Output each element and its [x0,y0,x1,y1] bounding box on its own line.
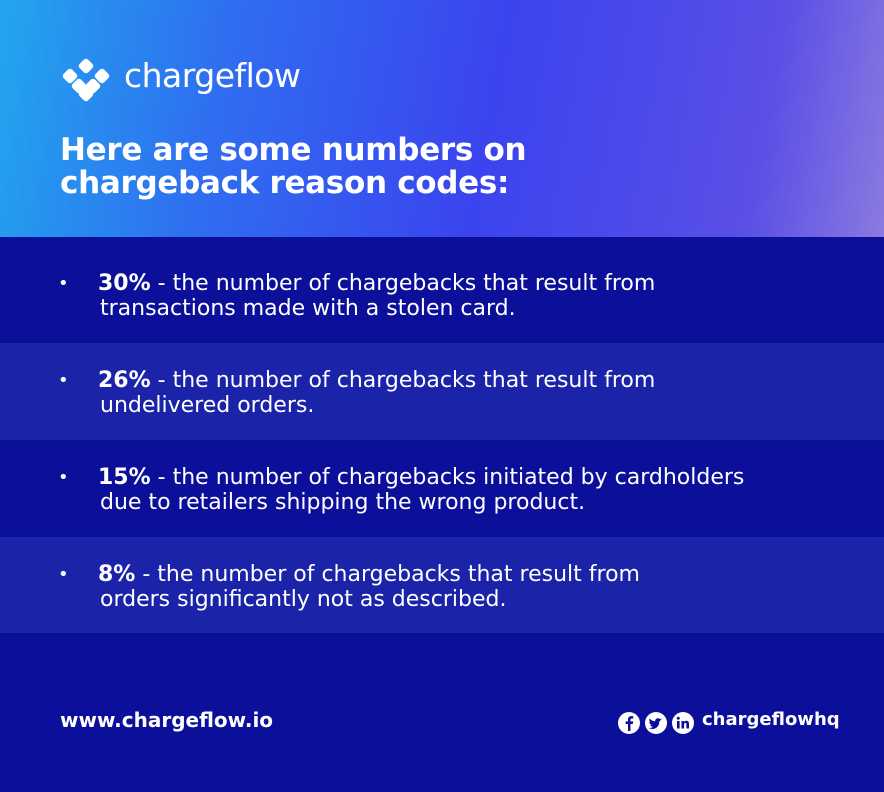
item-line: due to retailers shipping the wrong prod… [100,490,586,515]
title-line: Here are some numbers on [60,132,527,168]
website-url[interactable]: www.chargeflow.io [60,708,274,732]
social-handle[interactable]: chargeflowhq [702,709,840,730]
item-line: transactions made with a stolen card. [100,296,516,321]
item-row: • 15% - the number of chargebacks initiat… [0,440,884,537]
item-stat: 26% [98,368,151,393]
bullet: • [58,370,69,391]
bullet: • [58,273,69,294]
item-line: orders significantly not as described. [100,587,507,612]
title: Here are some numbers on chargeback reas… [60,132,527,201]
item-stat: 30% [98,271,151,296]
item-line: 26% - the number of chargebacks that res… [98,368,655,393]
item-line: 15% - the number of chargebacks initiate… [98,465,744,490]
logo-icon [62,58,110,102]
item-stat: 8% [98,562,136,587]
item-line: undelivered orders. [100,393,315,418]
item-text: - the number of chargebacks that result … [157,271,656,296]
item-row: • 26% - the number of chargebacks that re… [0,343,884,440]
brand-name: chargeflow [124,56,301,95]
item-line: 8% - the number of chargebacks that resu… [98,562,640,587]
item-text: - the number of chargebacks that result … [142,562,640,587]
bullet: • [58,564,69,585]
title-line: chargeback reason codes: [60,165,510,201]
item-row: • 30% - the number of chargebacks that re… [0,237,884,343]
social-icons[interactable] [617,710,697,736]
item-stat: 15% [98,465,151,490]
item-text: - the number of chargebacks that result … [157,368,656,393]
item-text: - the number of chargebacks initiated by… [157,465,745,490]
bullet: • [58,467,69,488]
header-band [0,0,884,237]
item-row: • 8% - the number of chargebacks that res… [0,537,884,633]
item-line: 30% - the number of chargebacks that res… [98,271,655,296]
